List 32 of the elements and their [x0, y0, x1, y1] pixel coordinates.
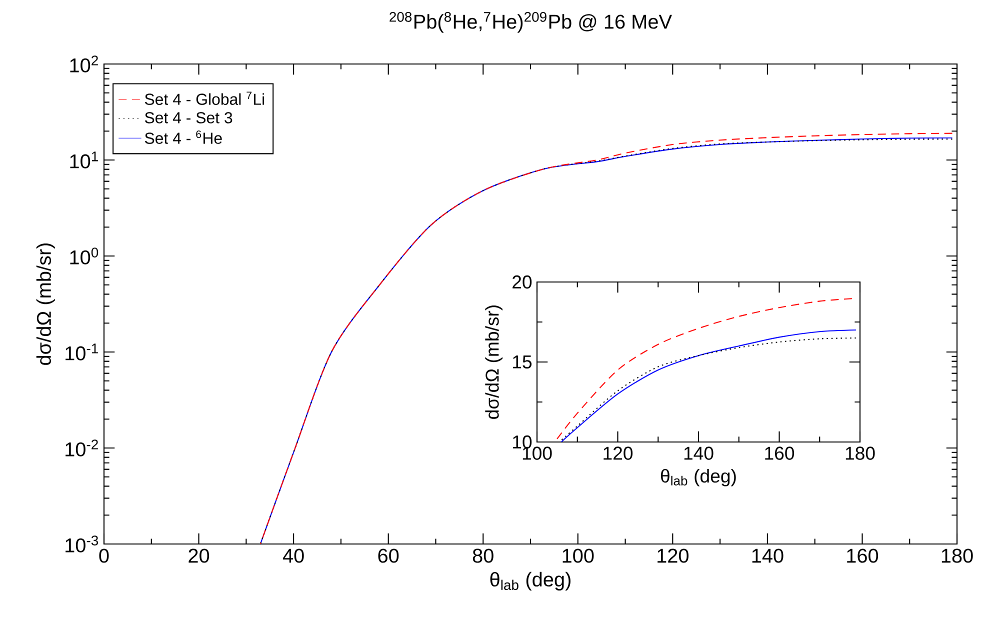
legend-label: Set 4 - $^{6}$He	[144, 130, 222, 144]
x-tick-label: 140	[684, 446, 714, 460]
x-tick-label: 160	[847, 548, 878, 563]
x-axis-title: θ$_{lab}$ (deg)	[490, 572, 570, 590]
y-tick-label: 10$^{2}$	[70, 56, 98, 72]
y-axis-title: dσ/dΩ (mb/sr)	[485, 306, 503, 419]
x-tick-label: 120	[604, 446, 633, 460]
legend-label: Set 4 - Global $^{7}$Li	[144, 92, 264, 105]
y-tick-label: 15	[513, 356, 532, 368]
x-tick-label: 100	[522, 446, 552, 460]
x-tick-label: 80	[472, 548, 494, 563]
x-tick-label: 60	[378, 548, 399, 563]
x-tick-label: 180	[846, 446, 875, 460]
x-tick-label: 160	[765, 446, 794, 460]
y-tick-label: 10$^{-3}$	[66, 536, 98, 552]
chart-title: $^{208}$Pb($^{8}$He,$^{7}$He)$^{209}$Pb @ 16 MeV	[390, 12, 672, 33]
y-tick-label: 10	[513, 435, 532, 449]
x-tick-label: 140	[752, 548, 784, 563]
y-tick-label: 10$^{-2}$	[66, 440, 98, 456]
x-tick-label: 100	[562, 548, 594, 563]
y-tick-label: 10$^{1}$	[70, 152, 98, 168]
x-tick-label: 20	[188, 548, 210, 563]
x-axis-title: θ$_{lab}$ (deg)	[660, 468, 736, 486]
x-tick-label: 120	[658, 548, 688, 563]
legend-label: Set 4 - Set 3	[144, 112, 232, 124]
y-tick-label: 10$^{-1}$	[66, 344, 98, 360]
y-tick-label: 20	[512, 275, 532, 289]
y-axis-title: dσ/dΩ (mb/sr)	[36, 243, 55, 365]
x-tick-label: 180	[942, 548, 973, 563]
y-tick-label: 10$^{0}$	[70, 248, 98, 264]
x-tick-label: 40	[282, 548, 304, 563]
x-tick-label: 0	[99, 548, 109, 563]
